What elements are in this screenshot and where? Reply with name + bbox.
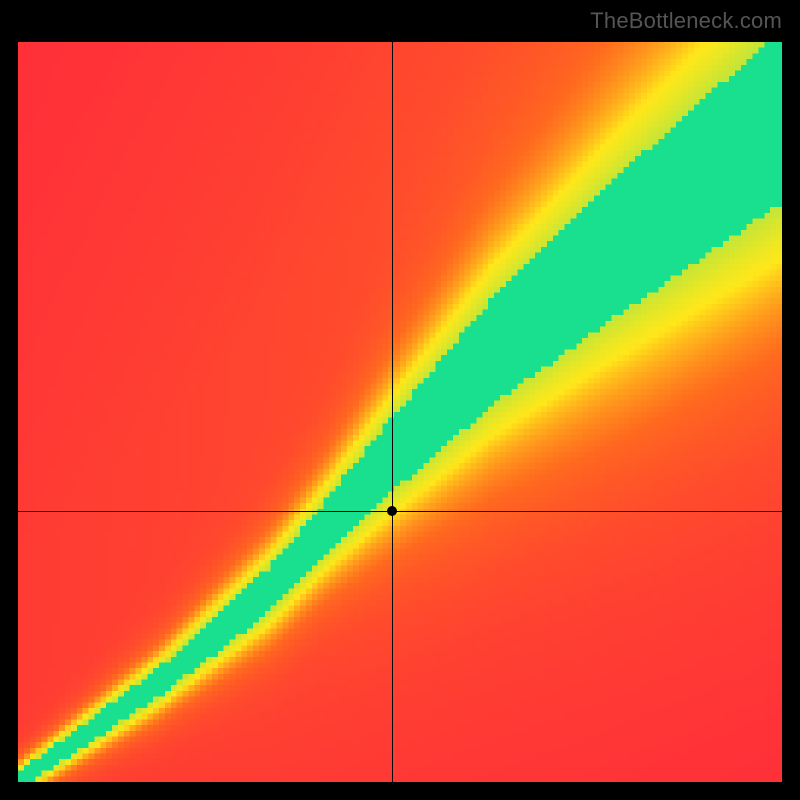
- chart-container: TheBottleneck.com: [0, 0, 800, 800]
- plot-area: [18, 42, 782, 782]
- crosshair-horizontal: [18, 511, 782, 512]
- heatmap-canvas: [18, 42, 782, 782]
- watermark-text: TheBottleneck.com: [590, 8, 782, 34]
- marker-dot: [387, 506, 397, 516]
- crosshair-vertical: [392, 42, 393, 782]
